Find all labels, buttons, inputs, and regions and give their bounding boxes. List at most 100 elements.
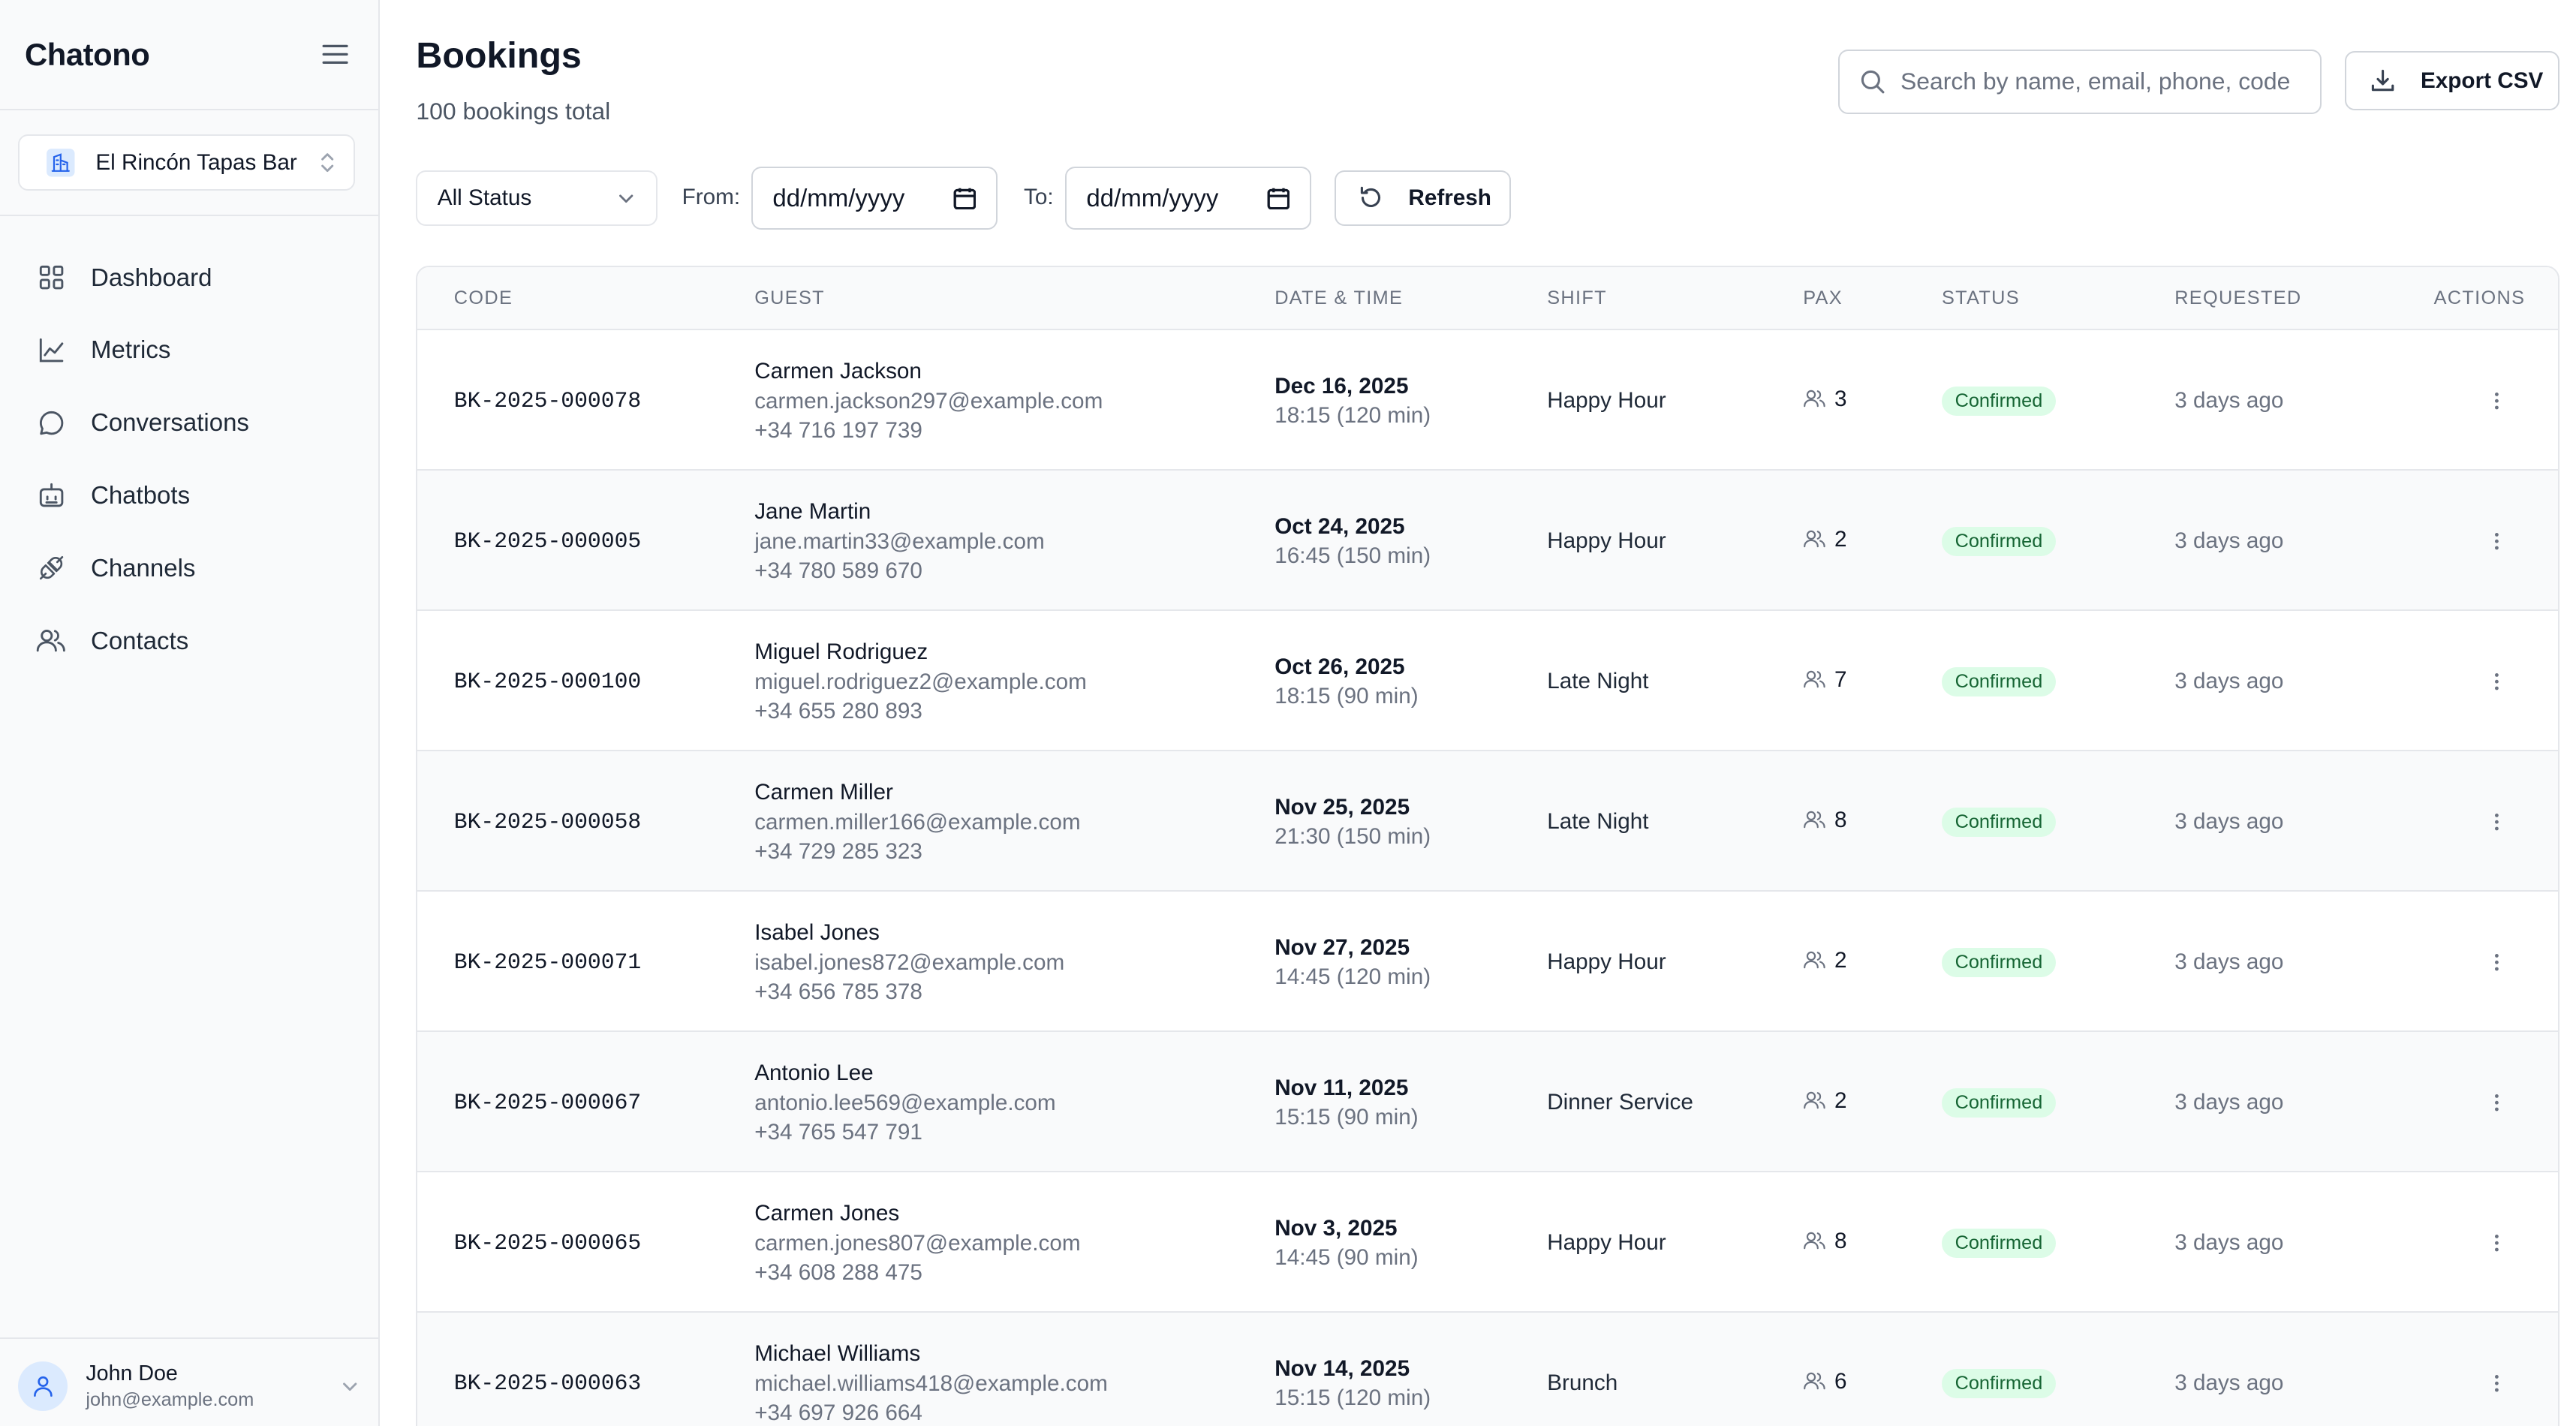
pax-count: 6 — [1834, 1368, 1847, 1394]
guest-cell: Jane Martin jane.martin33@example.com +3… — [754, 497, 1045, 586]
guest-name: Carmen Jones — [754, 1200, 900, 1226]
user-menu[interactable]: John Doe john@example.com — [0, 1337, 378, 1426]
column-header-guest[interactable]: GUEST — [754, 287, 825, 308]
column-header-requested[interactable]: REQUESTED — [2174, 287, 2302, 308]
column-header-shift[interactable]: SHIFT — [1547, 287, 1607, 308]
booking-date: Nov 14, 2025 — [1274, 1355, 1410, 1381]
booking-code: BK-2025-000065 — [453, 1229, 642, 1256]
sidebar-item-channels[interactable]: Channels — [0, 531, 378, 604]
booking-code: BK-2025-000100 — [453, 668, 642, 694]
booking-time: 15:15 (90 min) — [1274, 1105, 1419, 1130]
column-header-status[interactable]: STATUS — [1941, 287, 2020, 308]
guest-name: Michael Williams — [754, 1340, 921, 1366]
to-date-input[interactable]: dd/mm/yyyy — [1064, 167, 1311, 230]
table-row[interactable]: BK-2025-000067 Antonio Lee antonio.lee56… — [417, 1031, 2558, 1172]
shift: Happy Hour — [1547, 387, 1666, 413]
table-header: CODE GUEST DATE & TIME SHIFT PAX STATUS … — [417, 267, 2558, 330]
row-actions-button[interactable] — [2481, 1229, 2511, 1259]
search-input[interactable] — [1900, 68, 2305, 96]
guest-email: michael.williams418@example.com — [754, 1370, 1108, 1396]
export-csv-button[interactable]: Export CSV — [2345, 51, 2559, 111]
guest-email: carmen.jones807@example.com — [754, 1230, 1081, 1256]
pax-cell: 7 — [1803, 666, 1847, 693]
row-actions-button[interactable] — [2481, 808, 2511, 838]
users-icon — [36, 626, 66, 656]
row-actions-button[interactable] — [2481, 527, 2511, 557]
refresh-icon — [1361, 187, 1381, 208]
from-date-input[interactable]: dd/mm/yyyy — [751, 167, 998, 230]
table-row[interactable]: BK-2025-000071 Isabel Jones isabel.jones… — [417, 891, 2558, 1032]
row-actions-button[interactable] — [2481, 1369, 2511, 1399]
chevron-down-icon — [343, 1382, 357, 1391]
booking-date: Dec 16, 2025 — [1274, 373, 1409, 399]
sidebar-item-chatbots[interactable]: Chatbots — [0, 459, 378, 532]
row-actions-button[interactable] — [2481, 667, 2511, 697]
export-csv-label: Export CSV — [2420, 68, 2544, 93]
row-actions-button[interactable] — [2481, 948, 2511, 978]
table-row[interactable]: BK-2025-000005 Jane Martin jane.martin33… — [417, 470, 2558, 611]
sidebar-item-conversations[interactable]: Conversations — [0, 387, 378, 459]
status-badge: Confirmed — [1941, 947, 2056, 978]
status-badge: Confirmed — [1941, 807, 2056, 838]
bookings-table: CODE GUEST DATE & TIME SHIFT PAX STATUS … — [416, 266, 2559, 1426]
bookings-count: 100 bookings total — [416, 97, 611, 125]
pax-count: 7 — [1834, 666, 1847, 692]
booking-code: BK-2025-000005 — [453, 528, 642, 554]
brand-bar: Chatono — [0, 0, 378, 111]
table-row[interactable]: BK-2025-000100 Miguel Rodriguez miguel.r… — [417, 610, 2558, 751]
guest-name: Carmen Jackson — [754, 358, 922, 384]
sidebar-item-metrics[interactable]: Metrics — [0, 314, 378, 387]
row-actions-button[interactable] — [2481, 1088, 2511, 1118]
chevron-up-down-icon — [320, 153, 333, 173]
guest-name: Antonio Lee — [754, 1060, 874, 1085]
guest-name: Isabel Jones — [754, 919, 880, 945]
column-header-date-time[interactable]: DATE & TIME — [1274, 287, 1404, 308]
requested-time: 3 days ago — [2174, 949, 2284, 974]
guest-phone: +34 656 785 378 — [754, 979, 922, 1005]
sidebar-item-dashboard[interactable]: Dashboard — [0, 241, 378, 314]
download-icon — [2371, 70, 2394, 92]
calendar-icon — [953, 188, 976, 209]
guest-cell: Miguel Rodriguez miguel.rodriguez2@examp… — [754, 637, 1087, 727]
booking-code: BK-2025-000058 — [453, 808, 642, 835]
org-switcher[interactable]: El Rincón Tapas Bar — [18, 134, 355, 191]
booking-time: 15:15 (120 min) — [1274, 1385, 1431, 1411]
row-actions-button[interactable] — [2481, 387, 2511, 417]
status-filter-select[interactable]: All Status — [416, 170, 658, 227]
guest-email: isabel.jones872@example.com — [754, 949, 1065, 975]
booking-time: 21:30 (150 min) — [1274, 824, 1431, 850]
from-label: From: — [682, 185, 741, 210]
status-badge: Confirmed — [1941, 526, 2056, 557]
booking-code: BK-2025-000063 — [453, 1370, 642, 1396]
booking-date: Nov 27, 2025 — [1274, 934, 1410, 960]
filter-bar: All Status From: dd/mm/yyyy To: dd/mm/yy… — [416, 167, 1572, 230]
shift: Happy Hour — [1547, 1229, 1666, 1255]
booking-code: BK-2025-000078 — [453, 387, 642, 414]
users-icon — [1804, 531, 1825, 548]
refresh-button[interactable]: Refresh — [1334, 170, 1511, 227]
menu-toggle-button[interactable] — [317, 37, 354, 73]
table-row[interactable]: BK-2025-000058 Carmen Miller carmen.mill… — [417, 751, 2558, 892]
shift: Dinner Service — [1547, 1089, 1693, 1115]
page-title: Bookings — [416, 35, 582, 77]
column-header-code[interactable]: CODE — [453, 287, 513, 308]
table-row[interactable]: BK-2025-000065 Carmen Jones carmen.jones… — [417, 1172, 2558, 1313]
requested-time: 3 days ago — [2174, 387, 2284, 413]
date-time-cell: Nov 27, 2025 14:45 (120 min) — [1274, 933, 1431, 992]
sidebar-item-label: Channels — [90, 553, 196, 582]
users-icon — [1804, 952, 1825, 969]
table-row[interactable]: BK-2025-000063 Michael Williams michael.… — [417, 1312, 2558, 1426]
plug-icon — [36, 553, 66, 583]
search-icon — [1861, 71, 1885, 94]
column-header-pax[interactable]: PAX — [1803, 287, 1843, 308]
guest-cell: Carmen Miller carmen.miller166@example.c… — [754, 778, 1080, 867]
chevron-down-icon — [618, 194, 633, 203]
app-name: Chatono — [25, 36, 150, 72]
requested-time: 3 days ago — [2174, 808, 2284, 834]
guest-phone: +34 780 589 670 — [754, 558, 922, 584]
booking-date: Nov 25, 2025 — [1274, 794, 1410, 820]
sidebar-item-contacts[interactable]: Contacts — [0, 604, 378, 677]
search-box[interactable] — [1837, 50, 2322, 114]
table-row[interactable]: BK-2025-000078 Carmen Jackson carmen.jac… — [417, 329, 2558, 471]
users-icon — [1804, 671, 1825, 688]
